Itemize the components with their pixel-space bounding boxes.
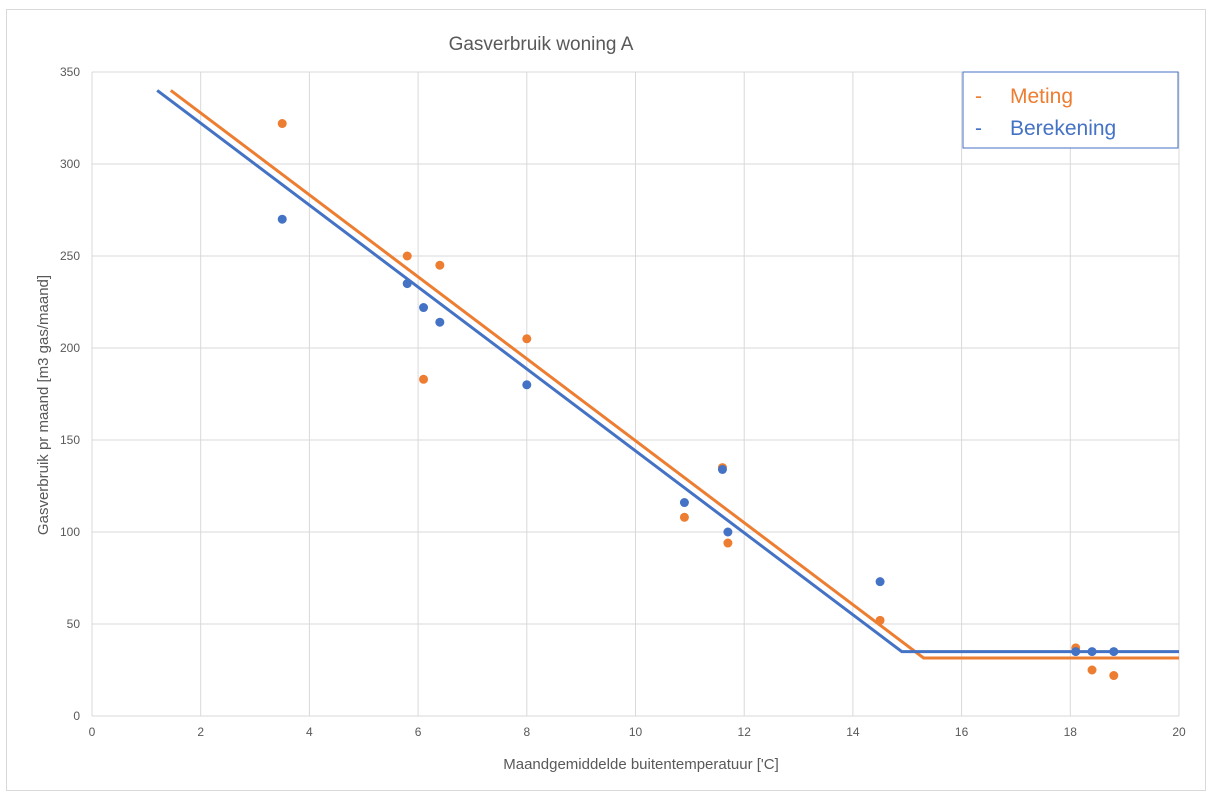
point-berekening (435, 317, 445, 327)
point-berekening (723, 527, 733, 537)
point-meting (1109, 671, 1119, 681)
series-line-meting (169, 89, 1179, 660)
x-tick-label: 14 (846, 725, 860, 739)
point-meting (522, 334, 532, 344)
chart-title: Gasverbruik woning A (449, 34, 634, 55)
y-tick-label: 100 (60, 525, 80, 539)
x-tick-label: 0 (89, 725, 96, 739)
y-axis-title: Gasverbruik pr maand [m3 gas/maand] (35, 275, 52, 535)
point-berekening (402, 279, 412, 289)
x-tick-label: 4 (306, 725, 313, 739)
fit-lines (156, 89, 1179, 660)
y-tick-label: 0 (73, 709, 80, 723)
y-tick-label: 200 (60, 341, 80, 355)
chart-frame: 0 2 4 6 8 10 12 14 16 18 20 0 50 100 150 200 250 300 350 … (6, 9, 1206, 791)
point-meting (1087, 665, 1097, 675)
point-meting (723, 538, 733, 548)
point-meting (277, 119, 287, 129)
x-tick-label: 12 (738, 725, 752, 739)
x-tick-label: 6 (415, 725, 422, 739)
x-tick-label: 2 (197, 725, 204, 739)
point-berekening (1087, 647, 1097, 657)
point-meting (679, 512, 689, 522)
legend: - Meting - Berekening (962, 71, 1179, 149)
point-berekening (277, 214, 287, 224)
y-tick-label: 150 (60, 433, 80, 447)
legend-marker-berekening: - (975, 117, 982, 140)
y-tick-label: 50 (67, 617, 81, 631)
gridlines (91, 71, 1180, 717)
y-tick-label: 300 (60, 157, 80, 171)
x-tick-label: 20 (1172, 725, 1186, 739)
x-tick-label: 10 (629, 725, 643, 739)
point-berekening (875, 577, 885, 587)
x-tick-labels: 0 2 4 6 8 10 12 14 16 18 20 (89, 725, 1186, 739)
x-tick-label: 16 (955, 725, 969, 739)
point-berekening (679, 498, 689, 508)
data-points (277, 119, 1119, 681)
chart-svg: 0 2 4 6 8 10 12 14 16 18 20 050100150200250300350 … (35, 34, 1186, 773)
legend-label-meting: Meting (1010, 85, 1073, 108)
point-meting (435, 260, 445, 270)
point-berekening (1071, 647, 1081, 657)
legend-box (962, 71, 1179, 149)
point-berekening (419, 303, 429, 313)
x-tick-label: 18 (1064, 725, 1078, 739)
legend-marker-meting: - (975, 85, 982, 108)
point-meting (875, 615, 885, 625)
legend-label-berekening: Berekening (1010, 117, 1116, 140)
x-axis-title: Maandgemiddelde buitentemperatuur ['C] (503, 756, 779, 773)
y-tick-labels: 0 50 100 150 200 250 300 350 (60, 65, 80, 723)
point-berekening (1109, 647, 1119, 657)
x-tick-label: 8 (523, 725, 530, 739)
point-berekening (717, 464, 727, 474)
point-berekening (522, 380, 532, 390)
series-line-berekening (156, 89, 1179, 654)
y-tick-label: 250 (60, 249, 80, 263)
y-tick-label: 350 (60, 65, 80, 79)
point-meting (419, 374, 429, 384)
point-meting (402, 251, 412, 261)
